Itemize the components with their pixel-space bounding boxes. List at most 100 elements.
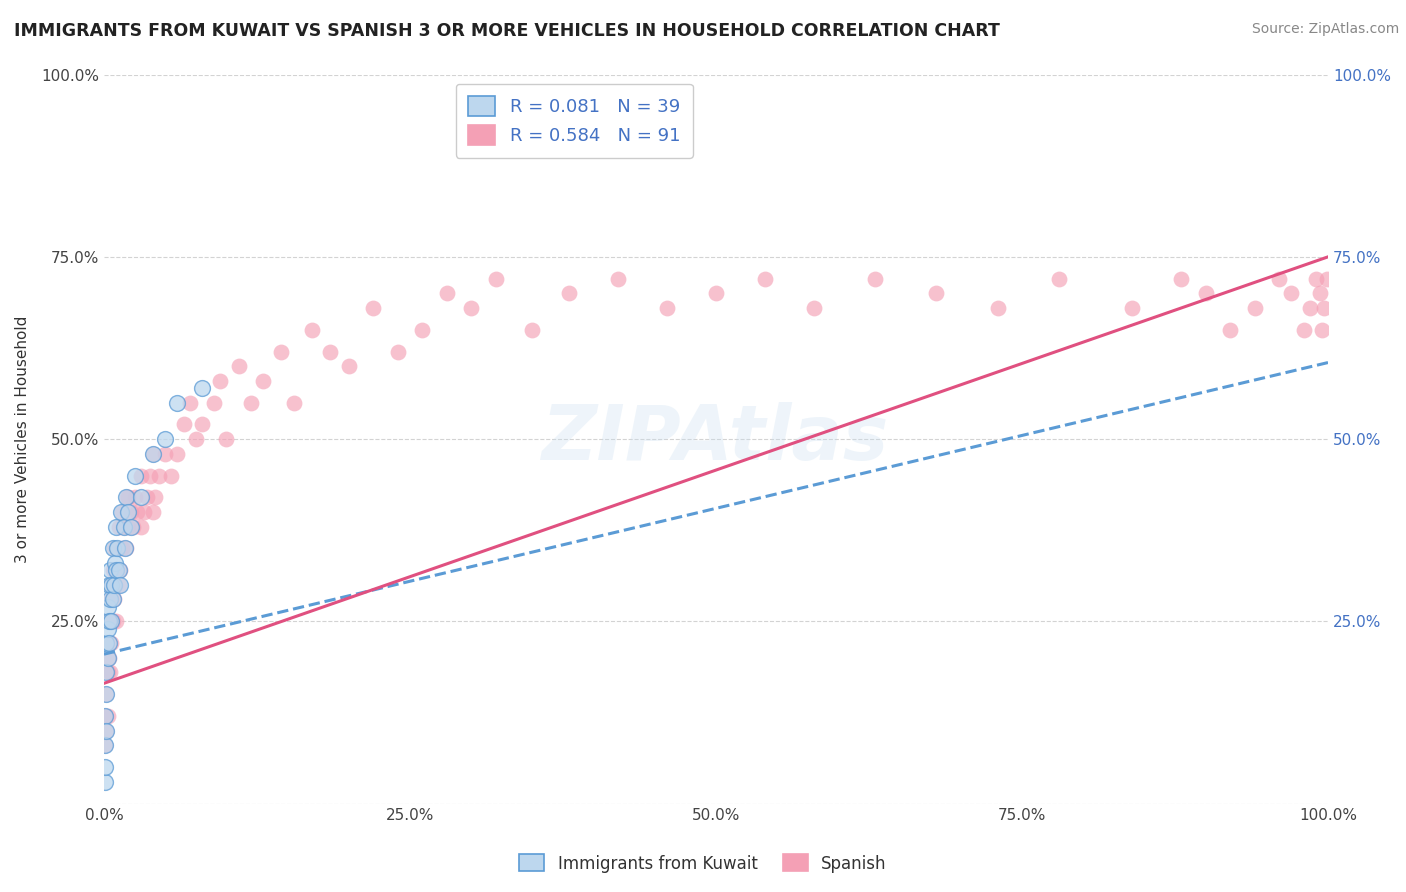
- Point: [100, 636, 122, 650]
- Point: [101, 615, 124, 629]
- Point: [1195, 286, 1218, 301]
- Point: [114, 541, 136, 556]
- Point: [107, 541, 129, 556]
- Point: [103, 541, 125, 556]
- Point: [103, 578, 125, 592]
- Point: [97, 622, 120, 636]
- Point: [184, 432, 207, 446]
- Point: [134, 505, 156, 519]
- Point: [522, 323, 544, 337]
- Point: [1310, 323, 1333, 337]
- Point: [108, 578, 131, 592]
- Point: [803, 301, 825, 315]
- Point: [1313, 301, 1336, 315]
- Point: [94, 709, 117, 723]
- Point: [1121, 301, 1143, 315]
- Point: [105, 519, 128, 533]
- Point: [987, 301, 1010, 315]
- Point: [112, 519, 135, 533]
- Point: [97, 650, 120, 665]
- Point: [124, 491, 146, 505]
- Text: IMMIGRANTS FROM KUWAIT VS SPANISH 3 OR MORE VEHICLES IN HOUSEHOLD CORRELATION CH: IMMIGRANTS FROM KUWAIT VS SPANISH 3 OR M…: [14, 22, 1000, 40]
- Point: [124, 468, 146, 483]
- Point: [179, 395, 201, 409]
- Point: [754, 271, 776, 285]
- Point: [436, 286, 458, 301]
- Point: [460, 301, 482, 315]
- Point: [94, 739, 117, 753]
- Point: [107, 578, 129, 592]
- Point: [98, 578, 121, 592]
- Point: [142, 505, 165, 519]
- Point: [228, 359, 250, 373]
- Point: [96, 665, 118, 680]
- Text: Source: ZipAtlas.com: Source: ZipAtlas.com: [1251, 22, 1399, 37]
- Point: [173, 417, 195, 432]
- Point: [107, 519, 129, 533]
- Point: [120, 505, 142, 519]
- Point: [101, 592, 124, 607]
- Point: [117, 491, 139, 505]
- Point: [153, 432, 176, 446]
- Point: [97, 636, 120, 650]
- Point: [112, 519, 135, 533]
- Point: [215, 432, 238, 446]
- Point: [101, 541, 124, 556]
- Point: [1305, 271, 1327, 285]
- Point: [863, 271, 886, 285]
- Point: [1292, 323, 1315, 337]
- Point: [1170, 271, 1192, 285]
- Point: [120, 519, 142, 533]
- Point: [135, 491, 157, 505]
- Legend: Immigrants from Kuwait, Spanish: Immigrants from Kuwait, Spanish: [513, 847, 893, 880]
- Point: [319, 344, 342, 359]
- Point: [209, 374, 232, 388]
- Point: [107, 563, 129, 577]
- Point: [96, 687, 118, 701]
- Point: [160, 468, 183, 483]
- Point: [105, 615, 128, 629]
- Point: [97, 615, 120, 629]
- Point: [1316, 271, 1339, 285]
- Point: [104, 578, 127, 592]
- Point: [411, 323, 433, 337]
- Point: [98, 563, 121, 577]
- Point: [125, 505, 148, 519]
- Point: [239, 395, 262, 409]
- Point: [202, 395, 225, 409]
- Point: [142, 447, 165, 461]
- Point: [94, 760, 117, 774]
- Point: [97, 650, 120, 665]
- Point: [93, 774, 115, 789]
- Point: [337, 359, 360, 373]
- Point: [485, 271, 508, 285]
- Point: [97, 615, 120, 629]
- Point: [166, 447, 188, 461]
- Point: [655, 301, 678, 315]
- Point: [105, 563, 128, 577]
- Point: [105, 563, 128, 577]
- Point: [252, 374, 274, 388]
- Point: [103, 592, 125, 607]
- Point: [97, 665, 120, 680]
- Point: [361, 301, 384, 315]
- Point: [191, 381, 214, 395]
- Point: [117, 505, 139, 519]
- Point: [1299, 301, 1322, 315]
- Point: [101, 563, 124, 577]
- Point: [142, 447, 165, 461]
- Point: [153, 447, 176, 461]
- Point: [129, 519, 152, 533]
- Point: [115, 491, 138, 505]
- Legend: R = 0.081   N = 39, R = 0.584   N = 91: R = 0.081 N = 39, R = 0.584 N = 91: [456, 84, 693, 158]
- Point: [270, 344, 292, 359]
- Point: [98, 592, 121, 607]
- Point: [1219, 323, 1241, 337]
- Point: [1309, 286, 1331, 301]
- Point: [108, 563, 131, 577]
- Text: ZIPAtlas: ZIPAtlas: [543, 402, 890, 476]
- Point: [145, 491, 167, 505]
- Point: [704, 286, 727, 301]
- Point: [94, 709, 117, 723]
- Point: [111, 505, 134, 519]
